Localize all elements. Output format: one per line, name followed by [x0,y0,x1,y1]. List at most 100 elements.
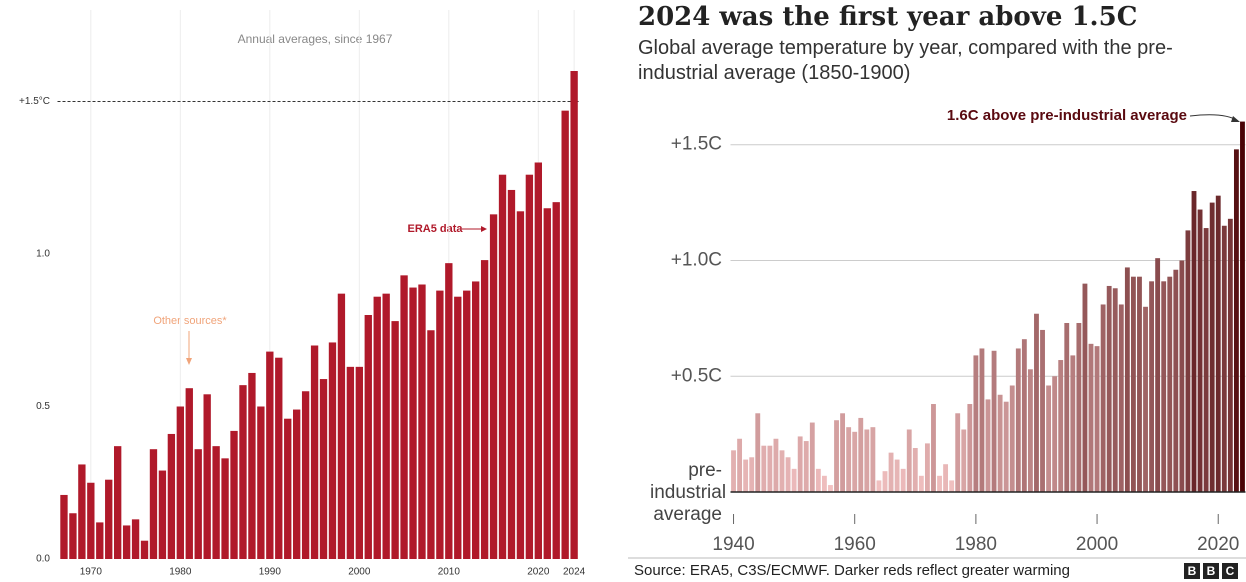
bar [821,475,827,492]
y-tick-label: 0.0 [36,554,50,565]
bar [167,433,176,559]
bar [1179,260,1185,492]
bar [840,413,846,492]
bar [1094,346,1100,492]
bar [1149,281,1155,492]
bar [1209,202,1215,492]
bar [78,464,86,559]
bar [203,394,211,559]
bar [122,525,131,559]
bar [761,445,767,492]
bar [1191,191,1197,492]
bar [955,413,961,492]
bar [328,342,337,559]
bar [882,471,888,492]
bar [1040,329,1045,492]
bar [815,468,821,492]
bar [1240,121,1245,493]
bar [894,459,900,492]
x-tick-label: 2010 [438,567,461,578]
bar [69,513,77,559]
bar [400,275,408,559]
subtitle: Global average temperature by year, comp… [638,37,1173,84]
bar [906,429,912,492]
bar [319,379,328,559]
bar [1064,322,1070,492]
bar [1015,348,1021,492]
bar [1106,285,1112,492]
bar [266,351,274,559]
bar [561,110,569,560]
bar [248,372,256,559]
bar [221,458,229,559]
bar [961,429,967,492]
bar [60,494,68,559]
bar [1058,360,1064,492]
bar [212,446,220,559]
bar [427,330,435,559]
bar [1137,276,1142,492]
bar [310,345,319,559]
bar [480,260,489,559]
bar [472,281,480,559]
era5-arrowhead [481,226,487,232]
bar [1009,385,1015,492]
bar [1070,355,1076,492]
bar [967,404,973,492]
bar [230,430,238,559]
x-tick-label: 1940 [712,534,754,555]
bar [463,290,471,559]
subtitle-box: Global average temperature by year, comp… [638,37,1173,84]
svg-text:B: B [1207,564,1216,578]
bar [445,263,453,559]
x-tick-label: 1980 [169,567,192,578]
bar [1124,267,1130,492]
y-tick-label: +1.5C [671,134,722,155]
bar [791,468,797,492]
bar [436,290,444,559]
y-tick-label: pre-industrial average [650,460,727,525]
bar [809,422,815,492]
bar [87,482,95,559]
bar [105,479,113,559]
bar [1197,209,1203,492]
bar [864,429,870,492]
bar [828,485,833,492]
bar [918,475,924,492]
title: 2024 was the first year above 1.5C [638,2,1137,32]
bar [1227,218,1233,492]
x-tick-label: 2020 [527,567,550,578]
bar [257,406,265,559]
bbc-logo: B B C [1184,563,1238,579]
bar [785,457,791,492]
bar [96,522,104,559]
bar [525,174,534,559]
bar [239,385,247,559]
bar [149,449,158,559]
bar [1076,322,1082,492]
bar [797,436,803,492]
source: Source: ERA5, C3S/ECMWF. Darker reds ref… [634,562,1070,579]
bar [1082,283,1088,492]
bar [409,287,417,559]
svg-text:B: B [1188,564,1197,578]
bar [346,366,355,559]
right-annotation: 1.6C above pre-industrial average [947,107,1187,124]
bar [743,459,749,492]
bar [755,413,761,492]
bar [176,406,184,559]
bar [355,366,363,559]
bar [1034,313,1039,492]
bar [924,443,930,492]
bar [900,468,906,492]
annotation-arrow [1189,114,1239,122]
bar [979,348,985,492]
bar [516,211,525,560]
bar [997,394,1003,492]
bar [1100,304,1106,492]
bar [284,418,292,559]
bar [293,409,301,559]
bar [949,480,955,492]
bar [498,174,507,559]
bar [158,470,167,559]
